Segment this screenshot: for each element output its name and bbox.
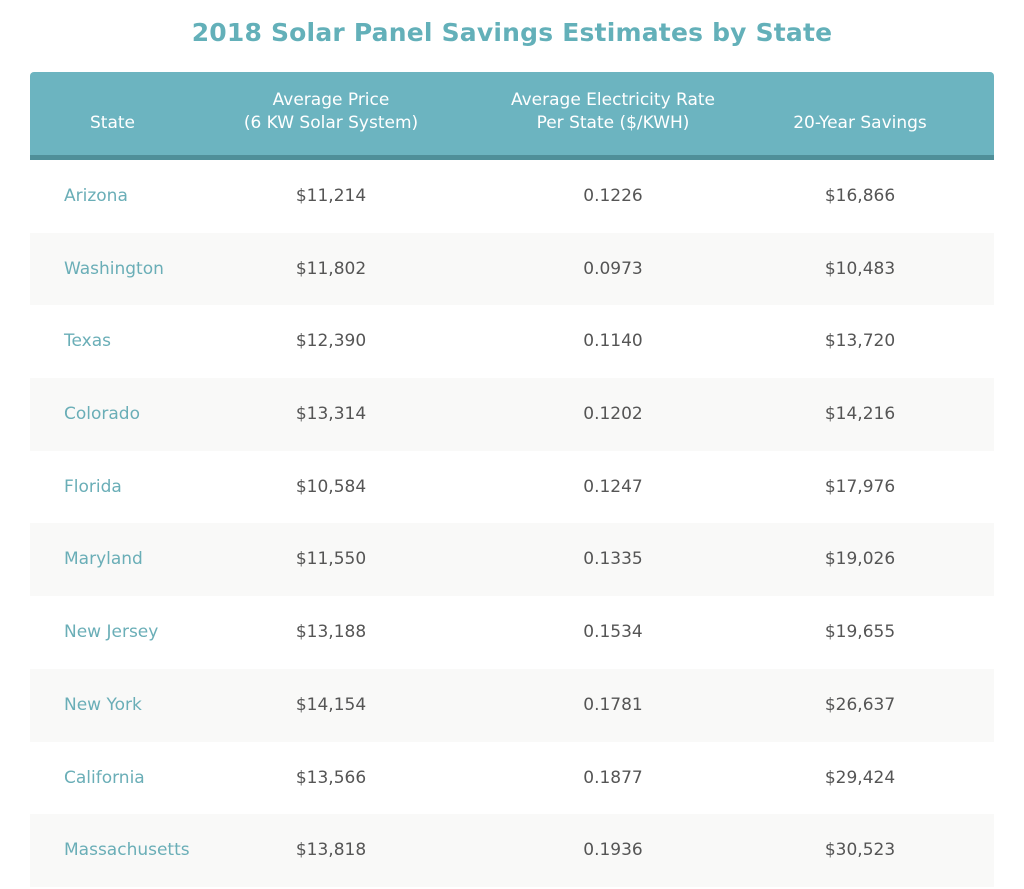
savings-cell: $26,637	[824, 694, 896, 715]
table-row: Washington $11,802 0.0973 $10,483	[30, 232, 994, 306]
state-cell: New Jersey	[64, 622, 159, 643]
rate-cell: 0.1877	[583, 767, 643, 788]
header-savings: 20-Year Savings	[750, 112, 970, 135]
price-cell: $13,818	[295, 840, 367, 861]
savings-cell: $29,424	[824, 767, 896, 788]
rate-cell: 0.1781	[583, 694, 643, 715]
table-row: Florida $10,584 0.1247 $17,976	[30, 451, 994, 524]
savings-cell: $17,976	[824, 476, 896, 497]
savings-cell: $30,523	[824, 840, 896, 861]
rate-cell: 0.1534	[583, 622, 643, 643]
state-cell: Washington	[64, 258, 164, 279]
price-cell: $11,214	[295, 186, 367, 206]
savings-cell: $10,483	[824, 258, 896, 279]
table-row: New Jersey $13,188 0.1534 $19,655	[30, 596, 994, 669]
header-price: Average Price (6 KW Solar System)	[221, 89, 441, 135]
rate-cell: 0.1226	[583, 186, 643, 206]
header-label: (6 KW Solar System)	[243, 113, 419, 133]
state-cell: Colorado	[64, 404, 140, 425]
state-cell: California	[64, 767, 145, 788]
table-row: New York $14,154 0.1781 $26,637	[30, 668, 994, 742]
chart-title: 2018 Solar Panel Savings Estimates by St…	[191, 18, 833, 47]
header-rate: Average Electricity Rate Per State ($/KWH…	[493, 89, 733, 135]
table-row: Texas $12,390 0.1140 $13,720	[30, 305, 994, 378]
state-cell: Arizona	[64, 186, 128, 206]
table-body: Arizona $11,214 0.1226 $16,866 Washington $11…	[30, 160, 994, 887]
price-cell: $11,550	[295, 549, 367, 570]
state-cell: Maryland	[64, 549, 143, 570]
table-row: Massachusetts $13,818 0.1936 $30,523	[30, 814, 994, 887]
price-cell: $10,584	[295, 476, 367, 497]
savings-cell: $16,866	[824, 186, 896, 206]
rate-cell: 0.1202	[583, 404, 643, 425]
savings-table: State Average Price (6 KW Solar System) A…	[30, 72, 994, 887]
price-cell: $14,154	[295, 694, 367, 715]
savings-cell: $19,655	[824, 622, 896, 643]
savings-cell: $19,026	[824, 549, 896, 570]
rate-cell: 0.1936	[583, 840, 643, 861]
price-cell: $13,188	[295, 622, 367, 643]
table-row: Colorado $13,314 0.1202 $14,216	[30, 378, 994, 451]
header-label: 20-Year Savings	[793, 113, 927, 133]
table-row: Arizona $11,214 0.1226 $16,866	[30, 160, 994, 233]
rate-cell: 0.1140	[583, 331, 643, 352]
state-cell: Florida	[64, 476, 122, 497]
rate-cell: 0.1247	[583, 476, 643, 497]
price-cell: $11,802	[295, 258, 367, 279]
header-label: Average Electricity Rate	[510, 90, 716, 110]
state-cell: Texas	[64, 331, 111, 352]
state-cell: New York	[64, 694, 142, 715]
header-label: Per State ($/KWH)	[536, 113, 690, 133]
header-label: Average Price	[272, 90, 390, 110]
table-header: State Average Price (6 KW Solar System) A…	[30, 72, 994, 160]
rate-cell: 0.0973	[583, 258, 643, 279]
rate-cell: 0.1335	[583, 549, 643, 570]
table-row: Maryland $11,550 0.1335 $19,026	[30, 523, 994, 597]
price-cell: $12,390	[295, 331, 367, 352]
price-cell: $13,314	[295, 404, 367, 425]
header-state: State	[90, 112, 190, 135]
table-row: California $13,566 0.1877 $29,424	[30, 742, 994, 815]
savings-cell: $13,720	[824, 331, 896, 352]
price-cell: $13,566	[295, 767, 367, 788]
state-cell: Massachusetts	[64, 840, 190, 861]
savings-cell: $14,216	[824, 404, 896, 425]
header-label: State	[90, 113, 135, 133]
